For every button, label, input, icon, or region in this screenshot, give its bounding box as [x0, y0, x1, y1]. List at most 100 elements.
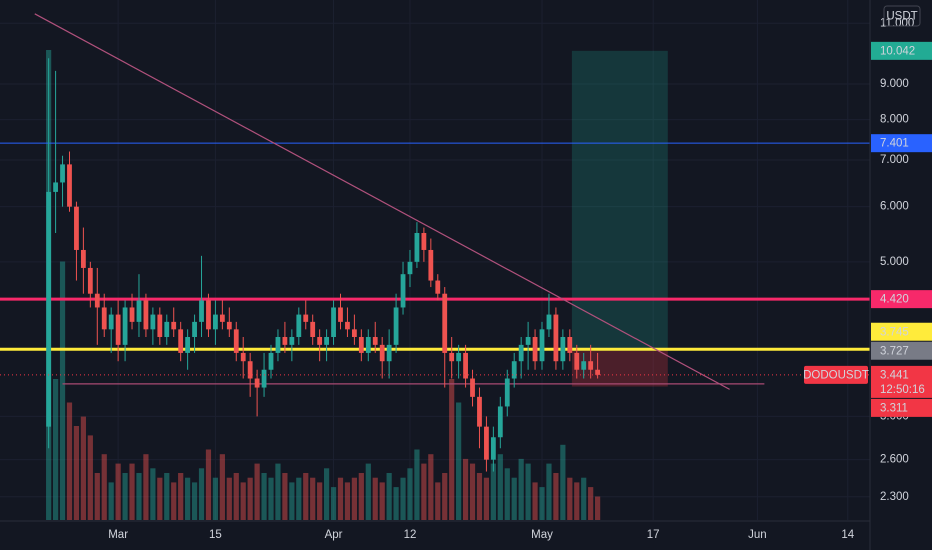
volume-bar [268, 477, 274, 520]
volume-bar [358, 473, 364, 520]
candle-body [101, 307, 107, 330]
volume-bar [567, 477, 573, 520]
volume-bar [101, 454, 107, 520]
volume-bar [80, 416, 86, 520]
candle-body [407, 261, 413, 275]
candle-body [240, 352, 246, 362]
volume-bar [539, 487, 545, 520]
volume-bar [129, 463, 135, 520]
volume-bar [595, 496, 601, 520]
candle-body [275, 337, 281, 353]
volume-bar [337, 477, 344, 520]
plot-area: DODOUSDT [0, 13, 870, 520]
candle-body [199, 300, 204, 322]
candle-body [511, 361, 517, 379]
volume-bar [553, 473, 559, 520]
candle-body [560, 337, 566, 362]
volume-bar [212, 477, 219, 520]
candle-body [317, 337, 323, 345]
price-tag-bg [871, 41, 932, 60]
candle-body [442, 293, 448, 353]
candle-body [310, 321, 316, 338]
volume-bar [560, 444, 566, 520]
candle-body [129, 307, 135, 322]
candle-body [296, 314, 302, 338]
candle-body [421, 232, 427, 250]
countdown: 12:50:16 [880, 384, 925, 396]
volume-bar [254, 463, 260, 520]
volume-bar [449, 379, 455, 520]
price-tag: 7.401 [880, 138, 909, 150]
candle-body [463, 352, 468, 379]
volume-bar [143, 454, 149, 520]
candle-body [338, 307, 343, 322]
candle-body [393, 307, 399, 345]
volume-bar [462, 458, 469, 520]
volume-bar [282, 473, 288, 520]
volume-bar [351, 477, 357, 520]
position-loss-zone [571, 350, 668, 387]
volume-bar [428, 454, 434, 520]
price-tag: 3.727 [880, 345, 909, 357]
candle-body [532, 337, 538, 362]
x-tick-label: 15 [209, 529, 222, 541]
volume-bar [504, 468, 510, 520]
volume-bar [497, 454, 503, 520]
price-tag-bg [871, 322, 932, 341]
price-tag: 4.420 [880, 294, 909, 306]
volume-bar [296, 477, 302, 520]
currency-box[interactable] [883, 5, 921, 27]
candle-body [185, 337, 191, 353]
y-tick-label: 8.000 [880, 114, 909, 126]
volume-bar [303, 473, 309, 520]
volume-bar [136, 473, 142, 520]
volume-bar [588, 487, 594, 520]
candle-body [289, 337, 295, 345]
candle-body [233, 329, 239, 353]
candle-body [331, 307, 336, 338]
volume-bar [386, 473, 392, 520]
volume-bar [191, 482, 198, 520]
y-tick-label: 5.000 [880, 256, 909, 268]
volume-bar [185, 477, 191, 520]
y-tick-label: 2.300 [880, 491, 909, 503]
candle-body [358, 337, 364, 353]
candle-body [595, 369, 601, 375]
candle-body [428, 249, 434, 281]
volume-bar [157, 477, 163, 520]
volume-bar [344, 482, 351, 520]
candle-body [372, 337, 378, 345]
y-tick-label: 2.600 [880, 454, 909, 466]
volume-bar [407, 468, 413, 520]
candle-body [80, 249, 86, 268]
volume-bar [379, 482, 385, 520]
candle-body [386, 344, 392, 362]
x-tick-label: Mar [108, 529, 128, 541]
volume-bar [66, 402, 73, 520]
price-tag-bg [871, 341, 932, 360]
candle-body [87, 267, 93, 294]
volume-bar [365, 463, 371, 520]
candle-body [379, 344, 385, 362]
candle-body [213, 314, 218, 330]
volume-bar [275, 463, 281, 520]
volume-bar [456, 402, 462, 520]
candle-body [588, 361, 594, 370]
volume-bar [414, 449, 420, 520]
volume-bar [87, 435, 93, 520]
currency: USDT [886, 11, 917, 23]
candle-body [365, 337, 371, 353]
candle-body [247, 361, 253, 379]
volume-bar [310, 477, 316, 520]
volume-bar [518, 458, 524, 520]
volume-bar [323, 468, 330, 520]
price-tag: 10.042 [880, 45, 915, 57]
y-tick-label: 7.000 [880, 154, 909, 166]
candle-body [414, 232, 420, 262]
volume-bar [317, 482, 323, 520]
candle-body [345, 321, 350, 330]
candle-body [94, 293, 100, 308]
candle-body [470, 378, 475, 397]
